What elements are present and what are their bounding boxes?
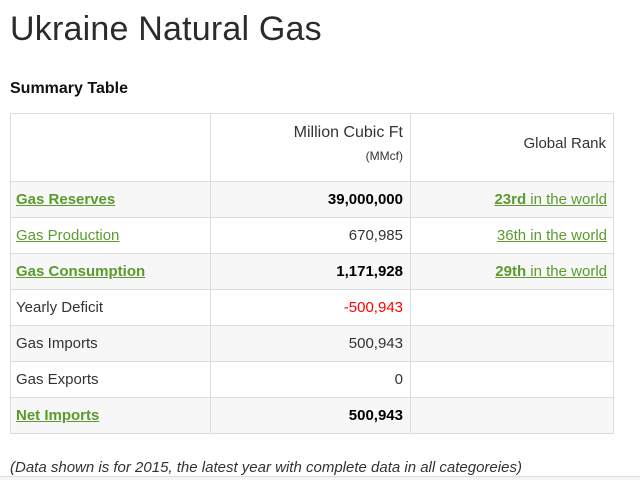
data-year-footnote: (Data shown is for 2015, the latest year… (10, 458, 522, 476)
header-value-unit-abbr: (MMcf) (365, 148, 403, 163)
label-cell: Gas Reserves (10, 180, 211, 218)
next-section-edge (0, 476, 640, 480)
gas-production-link[interactable]: Gas Production (16, 226, 120, 244)
table-row-net-imports: Net Imports 500,943 (10, 396, 614, 434)
label-cell: Gas Imports (10, 324, 211, 362)
table-row-gas-exports: Gas Exports 0 (10, 360, 614, 398)
summary-table: Million Cubic Ft (MMcf) Global Rank Gas … (10, 112, 614, 434)
rank-cell (410, 360, 614, 398)
table-row-gas-imports: Gas Imports 500,943 (10, 324, 614, 362)
value-cell: 1,171,928 (210, 252, 411, 290)
value-cell: 500,943 (210, 396, 411, 434)
rank-cell (410, 396, 614, 434)
value-cell: 39,000,000 (210, 180, 411, 218)
rank-ordinal: 29th (495, 262, 527, 280)
label-cell: Gas Production (10, 216, 211, 254)
label-cell: Net Imports (10, 396, 211, 434)
section-heading: Summary Table (10, 79, 128, 97)
rank-ordinal: 36th (496, 226, 527, 244)
table-row-gas-reserves: Gas Reserves 39,000,000 23rd in the worl… (10, 180, 614, 218)
rank-cell (410, 288, 614, 326)
rank-ordinal: 23rd (494, 190, 527, 208)
label-cell: Gas Consumption (10, 252, 211, 290)
label-cell: Yearly Deficit (10, 288, 211, 326)
rank-cell: 23rd in the world (410, 180, 614, 218)
rank-cell (410, 324, 614, 362)
gas-reserves-rank-link[interactable]: 23rd in the world (494, 191, 607, 208)
gas-consumption-rank-link[interactable]: 29th in the world (495, 263, 607, 280)
gas-reserves-link[interactable]: Gas Reserves (16, 190, 116, 208)
value-cell: 0 (210, 360, 411, 398)
header-blank (10, 112, 211, 182)
header-value-column: Million Cubic Ft (MMcf) (210, 112, 411, 182)
gas-production-rank-link[interactable]: 36th in the world (497, 227, 607, 244)
label-cell: Gas Exports (10, 360, 211, 398)
rank-rest: in the world (526, 190, 607, 208)
value-cell: 500,943 (210, 324, 411, 362)
gas-consumption-link[interactable]: Gas Consumption (16, 262, 146, 280)
rank-cell: 29th in the world (410, 252, 614, 290)
net-imports-link[interactable]: Net Imports (16, 406, 100, 424)
table-row-gas-consumption: Gas Consumption 1,171,928 29th in the wo… (10, 252, 614, 290)
table-row-gas-production: Gas Production 670,985 36th in the world (10, 216, 614, 254)
table-header-row: Million Cubic Ft (MMcf) Global Rank (10, 112, 614, 182)
page-title: Ukraine Natural Gas (10, 10, 322, 48)
rank-cell: 36th in the world (410, 216, 614, 254)
header-rank-column: Global Rank (410, 112, 614, 182)
value-cell: -500,943 (210, 288, 411, 326)
rank-rest: in the world (526, 226, 607, 244)
header-value-unit: Million Cubic Ft (293, 123, 403, 141)
rank-rest: in the world (526, 262, 607, 280)
value-cell: 670,985 (210, 216, 411, 254)
table-row-yearly-deficit: Yearly Deficit -500,943 (10, 288, 614, 326)
